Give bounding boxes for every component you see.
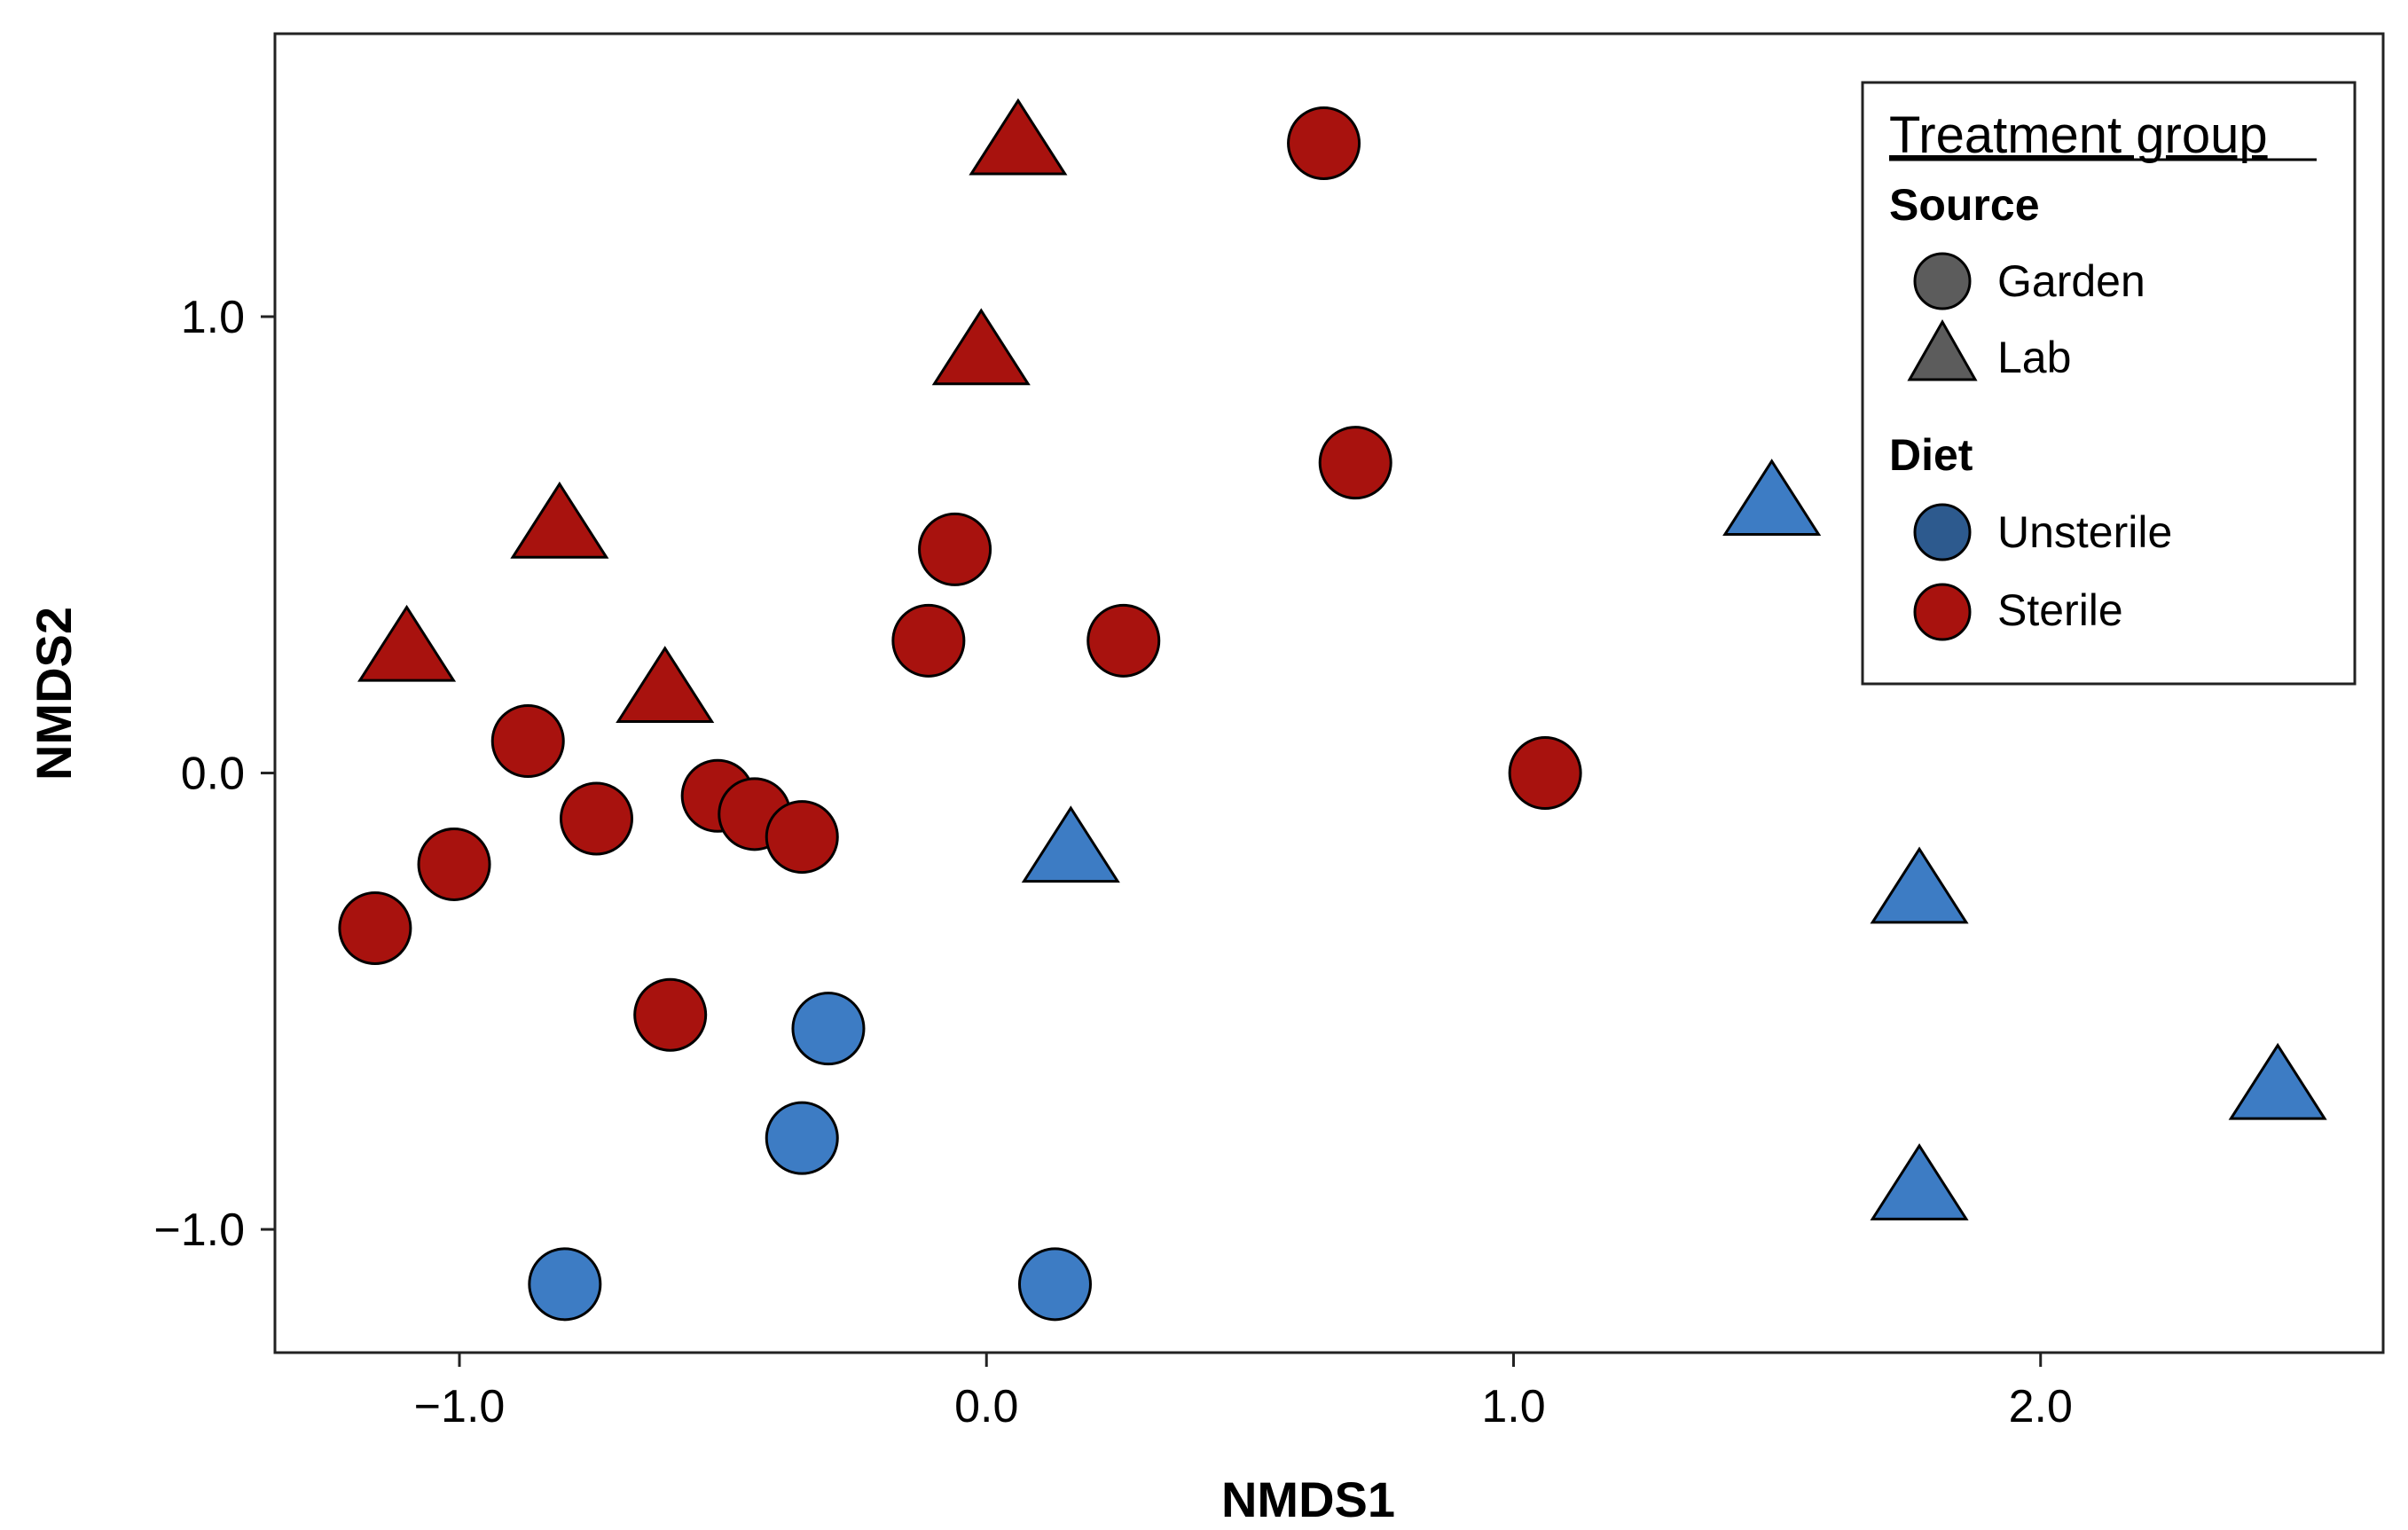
legend-garden-label: Garden <box>1997 256 2145 306</box>
y-tick-label: 0.0 <box>181 749 245 800</box>
x-tick-label: 1.0 <box>1481 1381 1545 1432</box>
point-garden-sterile <box>633 977 708 1052</box>
x-tick-label: 0.0 <box>954 1381 1018 1432</box>
point-lab-sterile <box>357 604 457 682</box>
legend-unsterile-icon <box>1913 503 1972 561</box>
point-lab-unsterile <box>1722 459 1822 537</box>
point-garden-sterile <box>918 512 992 586</box>
point-garden-unsterile <box>765 1101 839 1175</box>
point-garden-sterile <box>1318 426 1392 500</box>
point-garden-sterile <box>559 781 633 856</box>
legend-title: Treatment group <box>1889 106 2268 164</box>
point-garden-unsterile <box>791 992 866 1066</box>
point-garden-sterile <box>417 827 491 901</box>
y-axis-label: NMDS2 <box>26 607 82 781</box>
y-tick-label: −1.0 <box>153 1204 245 1256</box>
legend-lab-label: Lab <box>1997 333 2071 382</box>
point-lab-sterile <box>616 646 715 723</box>
point-garden-unsterile <box>528 1247 602 1322</box>
x-tick-label: −1.0 <box>414 1381 506 1432</box>
legend-unsterile-label: Unsterile <box>1997 507 2172 557</box>
point-lab-sterile <box>510 481 609 559</box>
legend-source-heading: Source <box>1889 180 2040 230</box>
point-garden-sterile <box>1287 106 1361 180</box>
legend-sterile-label: Sterile <box>1997 585 2123 635</box>
point-lab-unsterile <box>1021 805 1120 883</box>
point-lab-unsterile <box>2228 1042 2327 1120</box>
point-garden-sterile <box>338 891 412 965</box>
legend-lab-icon <box>1907 318 1978 381</box>
point-lab-sterile <box>969 98 1068 176</box>
point-garden-sterile <box>490 704 565 779</box>
point-lab-sterile <box>931 308 1031 386</box>
legend: Treatment group Source Garden Lab Diet U… <box>1861 81 2357 686</box>
legend-garden-icon <box>1913 252 1972 310</box>
axis-ticks: −1.0 0.0 1.0 2.0 −1.0 0.0 1.0 <box>153 292 2073 1432</box>
x-axis-label: NMDS1 <box>1221 1471 1395 1527</box>
plot-frame <box>273 32 2385 1354</box>
data-points <box>338 98 2327 1322</box>
y-tick-label: 1.0 <box>181 292 245 343</box>
point-lab-unsterile <box>1870 846 1969 924</box>
point-garden-unsterile <box>1017 1247 1092 1322</box>
x-tick-label: 2.0 <box>2009 1381 2073 1432</box>
point-garden-sterile <box>1508 736 1582 811</box>
point-garden-sterile <box>765 800 839 875</box>
legend-sterile-icon <box>1913 583 1972 641</box>
point-garden-sterile <box>891 603 966 678</box>
legend-diet-heading: Diet <box>1889 430 1973 480</box>
point-garden-sterile <box>1086 603 1161 678</box>
point-lab-unsterile <box>1870 1142 1969 1220</box>
